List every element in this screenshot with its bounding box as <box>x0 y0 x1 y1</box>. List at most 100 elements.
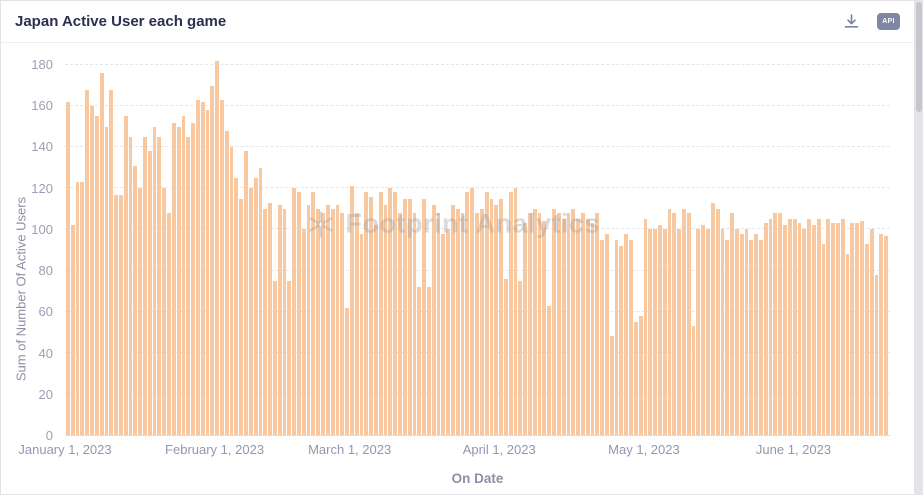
bar[interactable] <box>244 151 248 435</box>
bar[interactable] <box>143 136 147 435</box>
bar[interactable] <box>691 326 696 435</box>
bar[interactable] <box>730 213 734 435</box>
scrollbar[interactable] <box>915 0 923 495</box>
bar[interactable] <box>263 208 268 435</box>
bar[interactable] <box>104 126 109 435</box>
bar[interactable] <box>556 213 561 435</box>
bar[interactable] <box>297 192 301 435</box>
bar[interactable] <box>494 204 499 435</box>
bar[interactable] <box>306 204 311 435</box>
bar[interactable] <box>585 219 590 435</box>
bar[interactable] <box>99 73 104 435</box>
bar[interactable] <box>489 198 494 435</box>
bar[interactable] <box>686 213 691 435</box>
bar[interactable] <box>542 221 547 435</box>
bar[interactable] <box>696 229 701 435</box>
bar[interactable] <box>479 208 484 435</box>
bar[interactable] <box>677 229 681 435</box>
bar[interactable] <box>643 219 648 435</box>
bar[interactable] <box>200 102 205 435</box>
bar[interactable] <box>75 182 80 435</box>
bar[interactable] <box>85 89 90 435</box>
bar[interactable] <box>662 229 667 435</box>
bar[interactable] <box>725 239 730 435</box>
bar[interactable] <box>629 239 633 435</box>
bar[interactable] <box>171 122 176 435</box>
bar[interactable] <box>763 223 768 435</box>
bar[interactable] <box>234 178 239 435</box>
bar[interactable] <box>523 223 527 435</box>
bar[interactable] <box>426 287 431 435</box>
bar[interactable] <box>364 192 369 435</box>
bar[interactable] <box>224 130 229 435</box>
bar[interactable] <box>884 235 888 435</box>
bar[interactable] <box>749 239 754 435</box>
bar[interactable] <box>619 245 624 435</box>
bar[interactable] <box>552 208 556 435</box>
bar[interactable] <box>484 192 489 435</box>
bar[interactable] <box>528 213 532 435</box>
bar[interactable] <box>566 213 571 435</box>
bar[interactable] <box>393 192 398 435</box>
scrollbar-thumb[interactable] <box>916 2 922 112</box>
bar[interactable] <box>109 89 114 435</box>
bar[interactable] <box>316 208 321 435</box>
bar[interactable] <box>133 165 138 435</box>
bar[interactable] <box>248 188 253 435</box>
bar[interactable] <box>802 229 807 435</box>
bar[interactable] <box>369 196 373 435</box>
bar[interactable] <box>826 219 831 435</box>
bar[interactable] <box>874 274 879 435</box>
bar[interactable] <box>720 229 725 435</box>
bar[interactable] <box>239 198 244 435</box>
bar[interactable] <box>561 219 566 435</box>
bar[interactable] <box>667 208 672 435</box>
bar[interactable] <box>816 219 821 435</box>
bar[interactable] <box>215 60 219 435</box>
bar[interactable] <box>325 204 330 435</box>
bar[interactable] <box>412 213 417 435</box>
bar[interactable] <box>807 219 811 435</box>
bar[interactable] <box>864 243 869 435</box>
bar[interactable] <box>508 192 513 435</box>
bar[interactable] <box>340 213 345 435</box>
bar[interactable] <box>349 186 354 435</box>
bar[interactable] <box>94 116 99 435</box>
bar[interactable] <box>547 305 552 435</box>
bar[interactable] <box>114 194 118 435</box>
bar[interactable] <box>460 213 465 435</box>
bar[interactable] <box>869 229 874 435</box>
bar[interactable] <box>220 99 224 435</box>
bar[interactable] <box>272 280 277 435</box>
bar[interactable] <box>840 219 845 435</box>
bar[interactable] <box>759 239 763 435</box>
bar[interactable] <box>653 229 657 435</box>
bar[interactable] <box>191 122 195 435</box>
bar[interactable] <box>181 116 186 435</box>
bar[interactable] <box>821 243 826 435</box>
bar[interactable] <box>879 233 884 435</box>
bar[interactable] <box>682 208 686 435</box>
bar[interactable] <box>417 287 422 435</box>
bar[interactable] <box>860 221 864 435</box>
download-icon[interactable] <box>841 12 861 32</box>
bar[interactable] <box>701 225 706 435</box>
bar[interactable] <box>787 219 792 435</box>
bar[interactable] <box>499 198 503 435</box>
bar[interactable] <box>282 208 287 435</box>
bar[interactable] <box>354 213 359 435</box>
bar[interactable] <box>648 229 653 435</box>
bar[interactable] <box>90 106 94 435</box>
bar[interactable] <box>797 223 802 435</box>
bar[interactable] <box>850 223 855 435</box>
bar[interactable] <box>431 204 436 435</box>
bar[interactable] <box>451 204 455 435</box>
bar[interactable] <box>186 136 191 435</box>
bar[interactable] <box>706 229 710 435</box>
bar[interactable] <box>128 136 133 435</box>
bar[interactable] <box>672 213 677 435</box>
bar[interactable] <box>436 213 441 435</box>
bar[interactable] <box>330 208 335 435</box>
bar[interactable] <box>162 188 167 435</box>
bar[interactable] <box>301 229 306 435</box>
